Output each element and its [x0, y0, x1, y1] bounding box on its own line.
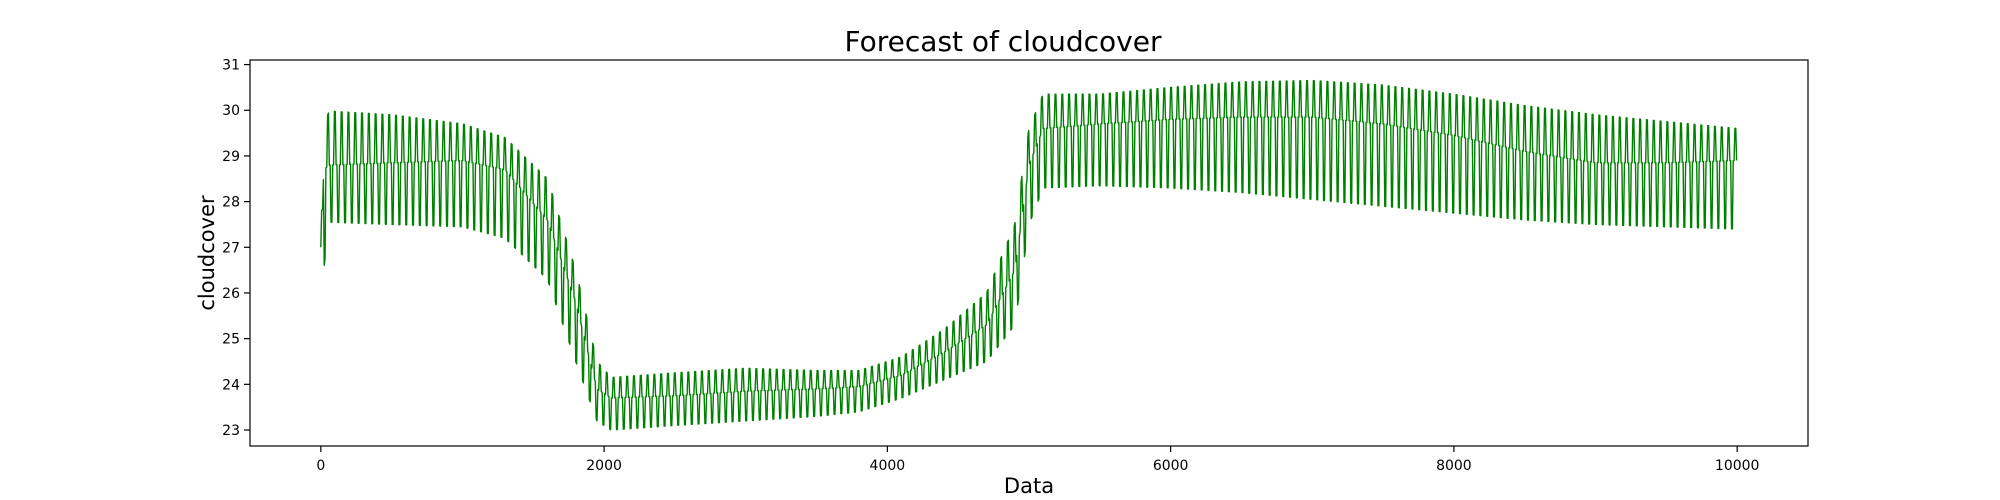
y-tick-label: 25 — [222, 332, 240, 348]
x-tick-label: 0 — [316, 458, 325, 474]
y-tick-label: 24 — [222, 377, 240, 393]
y-tick-label: 26 — [222, 286, 240, 302]
y-tick-label: 29 — [222, 149, 240, 165]
y-axis-label: cloudcover — [195, 195, 219, 311]
x-tick-label: 8000 — [1436, 458, 1472, 474]
y-tick-label: 23 — [222, 423, 240, 439]
y-tick-label: 30 — [222, 103, 240, 119]
plot-area — [249, 59, 1809, 447]
y-tick-label: 31 — [222, 58, 240, 74]
y-tick-label: 27 — [222, 240, 240, 256]
series-layer — [320, 79, 1738, 431]
x-tick-label: 6000 — [1153, 458, 1189, 474]
y-tick-label: 28 — [222, 195, 240, 211]
y-axis: 23 24 25 26 27 28 29 30 31 — [222, 58, 250, 439]
plot-frame — [249, 59, 1809, 447]
series-line-cloudcover — [320, 79, 1738, 431]
x-axis: 0 2000 4000 6000 8000 10000 — [316, 446, 1759, 474]
x-tick-label: 2000 — [586, 458, 622, 474]
x-tick-label: 10000 — [1715, 458, 1760, 474]
x-axis-label: Data — [1004, 474, 1054, 498]
x-tick-label: 4000 — [870, 458, 906, 474]
chart-title: Forecast of cloudcover — [845, 25, 1162, 58]
